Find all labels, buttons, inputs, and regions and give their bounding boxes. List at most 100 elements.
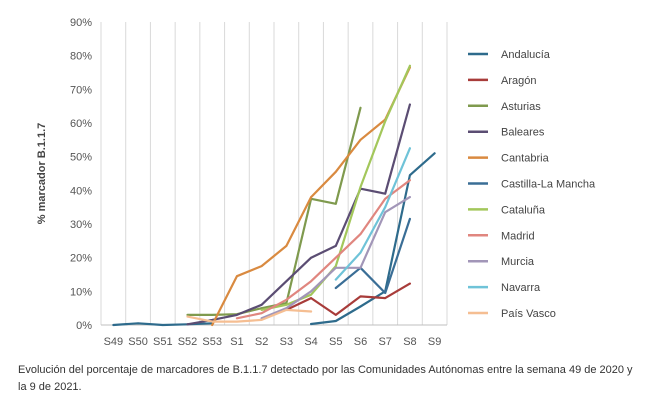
data-point (384, 120, 387, 123)
data-point (310, 280, 312, 283)
data-point (310, 310, 312, 313)
data-point (384, 192, 387, 195)
legend-label: Murcia (501, 256, 535, 268)
y-tick-label: 10% (70, 286, 92, 298)
data-point (409, 147, 411, 150)
data-point (334, 265, 337, 267)
data-point (186, 314, 189, 316)
y-tick-label: 90% (70, 17, 92, 29)
data-point (334, 278, 337, 281)
data-point (112, 324, 115, 326)
legend-label: Navarra (501, 282, 541, 294)
data-point (285, 280, 288, 283)
legend-label: Cantabria (501, 153, 550, 165)
data-point (409, 196, 411, 198)
series-line (310, 152, 436, 326)
y-axis-title: % marcador B.1.1.7 (36, 123, 48, 225)
legend-label: Castilla-La Mancha (501, 179, 596, 191)
data-point (310, 293, 312, 296)
data-point (211, 314, 214, 316)
y-tick-label: 60% (70, 118, 92, 130)
data-point (285, 298, 288, 301)
data-point (384, 206, 387, 209)
y-tick-label: 30% (70, 219, 92, 231)
y-tick-label: 0% (76, 320, 92, 332)
series-line (235, 179, 411, 320)
series-line (285, 282, 411, 316)
data-point (285, 307, 288, 310)
y-tick-label: 20% (70, 253, 92, 265)
data-point (186, 315, 189, 318)
x-tick-label: S9 (428, 336, 441, 348)
data-point (260, 265, 263, 267)
data-point (384, 297, 387, 299)
data-point (359, 251, 362, 254)
data-point (334, 266, 337, 269)
y-tick-label: 40% (70, 185, 92, 197)
x-tick-label: S2 (255, 336, 268, 348)
data-point (409, 218, 411, 220)
data-point (310, 323, 312, 325)
data-point (236, 320, 238, 323)
x-tick-label: S4 (304, 336, 317, 348)
data-point (384, 292, 387, 294)
x-tick-label: S53 (202, 336, 222, 348)
data-point (359, 106, 362, 109)
data-point (334, 320, 337, 322)
x-tick-label: S5 (329, 336, 342, 348)
legend-label: Andalucía (501, 49, 551, 61)
data-point (384, 197, 387, 200)
data-point (334, 202, 337, 205)
legend-label: Baleares (501, 127, 545, 139)
legend-label: Asturias (501, 101, 541, 113)
data-point (260, 319, 263, 321)
data-point (334, 256, 337, 259)
data-point (260, 307, 263, 310)
series-line (186, 103, 411, 326)
x-tick-label: S50 (128, 336, 148, 348)
data-point (236, 314, 238, 316)
data-point (285, 308, 288, 311)
data-point (334, 314, 337, 316)
data-point (211, 324, 214, 326)
x-tick-label: S8 (403, 336, 416, 348)
x-tick-label: S1 (230, 336, 243, 348)
data-point (409, 64, 411, 67)
data-point (334, 244, 337, 247)
data-point (211, 320, 214, 323)
x-tick-label: S49 (104, 336, 124, 348)
legend-label: Cataluña (501, 204, 546, 216)
data-point (359, 305, 362, 308)
data-point (236, 275, 238, 278)
data-point (384, 211, 387, 214)
data-point (310, 297, 312, 299)
y-tick-label: 70% (70, 84, 92, 96)
chart-figure: 0% 10% 20% 30% 40% 50% 60% 70% 80% 90% S49 S50 S51 S5… (36, 17, 596, 348)
x-tick-label: S7 (378, 336, 391, 348)
legend-label: Madrid (501, 230, 535, 242)
x-tick-label: S51 (153, 336, 173, 348)
data-point (236, 317, 238, 320)
x-tick-label: S52 (178, 336, 198, 348)
data-point (137, 322, 139, 325)
y-tick-label: 50% (70, 152, 92, 164)
series-line (334, 217, 411, 295)
data-point (161, 324, 164, 326)
data-point (359, 138, 362, 141)
data-point (409, 103, 411, 106)
data-point (359, 295, 362, 298)
series-line (186, 308, 313, 323)
x-tick-label: S6 (354, 336, 367, 348)
data-point (334, 170, 337, 173)
data-point (310, 256, 312, 259)
data-point (409, 179, 411, 182)
series-line (334, 147, 411, 281)
data-point (409, 174, 411, 177)
x-tick-label: S3 (280, 336, 293, 348)
legend-label: País Vasco (501, 308, 556, 320)
figure-caption: Evolución del porcentaje de marcadores d… (18, 364, 633, 393)
data-point (260, 303, 263, 306)
data-point (433, 152, 436, 155)
data-point (409, 282, 411, 285)
data-point (260, 308, 263, 311)
